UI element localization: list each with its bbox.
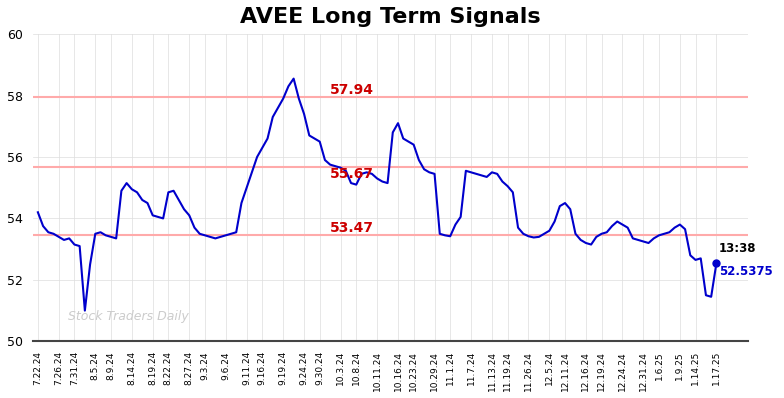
Text: 53.47: 53.47 [330,221,374,235]
Text: 52.5375: 52.5375 [719,265,773,278]
Text: 13:38: 13:38 [719,242,757,255]
Text: 57.94: 57.94 [330,83,374,98]
Title: AVEE Long Term Signals: AVEE Long Term Signals [240,7,540,27]
Text: Stock Traders Daily: Stock Traders Daily [68,310,189,323]
Text: 55.67: 55.67 [330,167,374,181]
Point [710,260,723,267]
